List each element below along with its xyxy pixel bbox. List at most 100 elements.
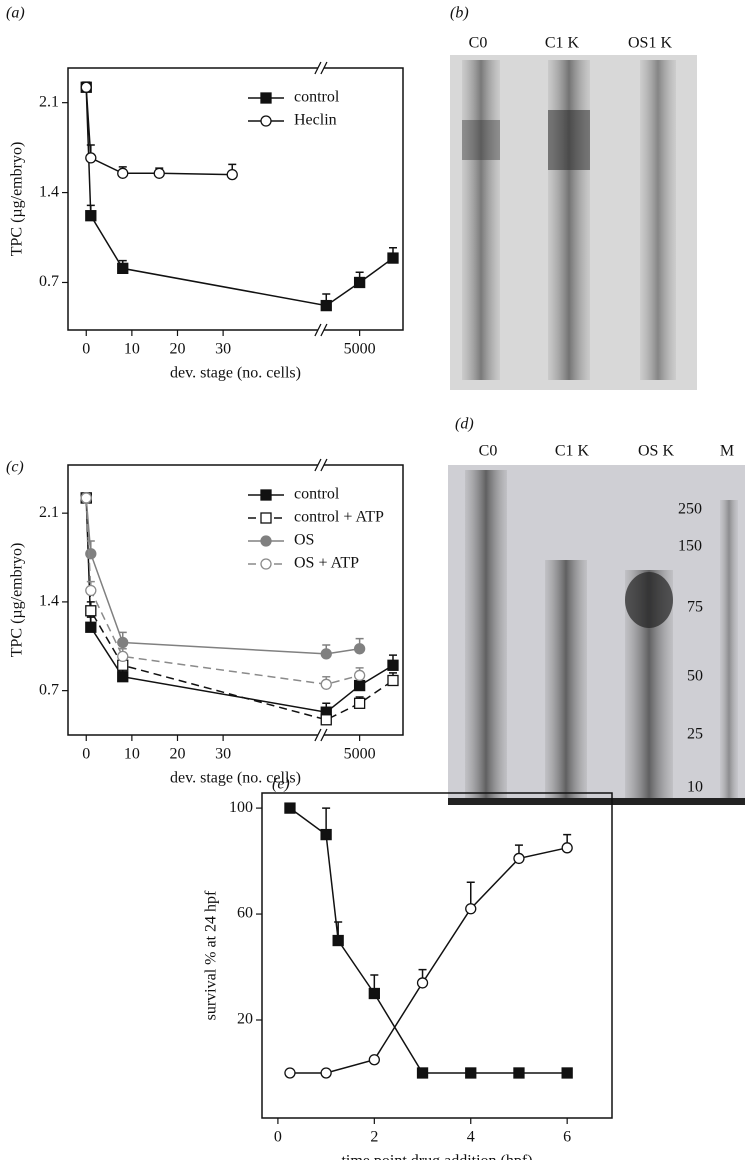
marker-size-label: 25 [687,726,703,743]
y-tick-label: 1.4 [39,593,59,610]
x-tick-label: 0 [82,341,90,358]
marker [416,1067,429,1079]
marker [117,671,129,683]
marker [85,548,97,560]
legend-label: OS + ATP [294,555,359,572]
y-tick-label: 20 [237,1011,253,1028]
marker [284,1067,296,1079]
marker [80,81,92,93]
marker [153,167,165,179]
y-tick-label: 60 [237,905,253,922]
marker-size-label: 50 [687,668,703,685]
gel-edge [448,798,745,805]
marker [368,987,380,1000]
marker [561,1067,573,1079]
x-tick-label: 6 [563,1129,571,1146]
y-tick-label: 0.7 [39,273,59,290]
marker [85,152,97,164]
marker [85,210,97,222]
axis-break-gap [317,327,324,333]
x-tick-label: 10 [124,341,140,358]
x-tick-label: 30 [215,341,231,358]
y-axis-label: survival % at 24 hpf [203,890,220,1020]
panel-label: (a) [6,5,25,22]
x-axis-label: time point drug addition (hpf) [341,1153,532,1160]
x-tick-label: 20 [169,341,185,358]
x-tick-label: 10 [124,746,140,763]
marker [353,669,366,682]
marker-size-label: 250 [678,501,702,518]
series-line [85,87,394,307]
gel-lane [640,60,676,380]
legend-label: control [294,89,340,106]
gel-d [448,465,745,805]
marker [353,276,366,289]
gel-lane [545,560,587,800]
gel-lane [548,60,590,380]
gel-lane [462,60,500,380]
gel-lane [720,500,738,800]
x-tick-label: 4 [467,1129,475,1146]
axis-break-gap [317,65,324,71]
lane-label: M [720,443,734,460]
marker [320,714,332,726]
y-tick-label: 0.7 [39,681,59,698]
y-tick-label: 2.1 [39,93,59,110]
marker [368,1054,380,1066]
axis-break [320,458,328,472]
plot-frame [67,464,404,736]
plot-frame [67,67,404,331]
marker [465,1067,477,1079]
x-tick-label: 20 [169,746,185,763]
y-axis-label: TPC (µg/embryo) [9,543,26,658]
series-line [85,87,233,176]
x-tick-label: 0 [274,1129,282,1146]
x-axis-label: dev. stage (no. cells) [170,770,301,787]
series-line [85,497,360,686]
legend-label: control [294,486,340,503]
series-line [85,497,394,721]
gel-band [548,110,590,170]
marker-size-label: 10 [687,779,703,796]
marker [387,674,399,687]
marker [387,659,399,671]
marker [320,828,332,841]
marker [85,584,97,597]
marker [353,697,366,709]
marker [320,299,332,312]
series-line [289,807,568,1074]
axis-break [320,323,328,337]
marker [226,168,238,181]
panel-label: (c) [6,459,24,476]
panel-label: (d) [455,416,474,433]
marker [513,1067,525,1079]
marker [260,92,272,104]
marker [85,605,97,617]
marker [320,648,332,660]
legend-label: Heclin [294,112,337,129]
y-axis-label: TPC (µg/embryo) [9,142,26,257]
marker [320,678,332,690]
gel-band [462,120,500,160]
marker [117,167,129,179]
panel-label: (e) [272,776,290,793]
marker [561,842,573,854]
marker-size-label: 75 [687,599,703,616]
x-tick-label: 30 [215,746,231,763]
marker [465,903,477,915]
lane-label: C0 [479,443,498,460]
marker [353,679,366,692]
marker [117,650,129,663]
marker [117,636,129,649]
marker [80,492,92,504]
marker [260,115,272,127]
axis-break [314,61,322,75]
marker [513,852,525,865]
marker [416,977,429,989]
x-tick-label: 5000 [344,341,376,358]
marker [332,934,344,947]
axis-break [314,458,322,472]
lane-label: C0 [469,35,488,52]
marker [117,262,129,275]
marker [260,558,272,570]
